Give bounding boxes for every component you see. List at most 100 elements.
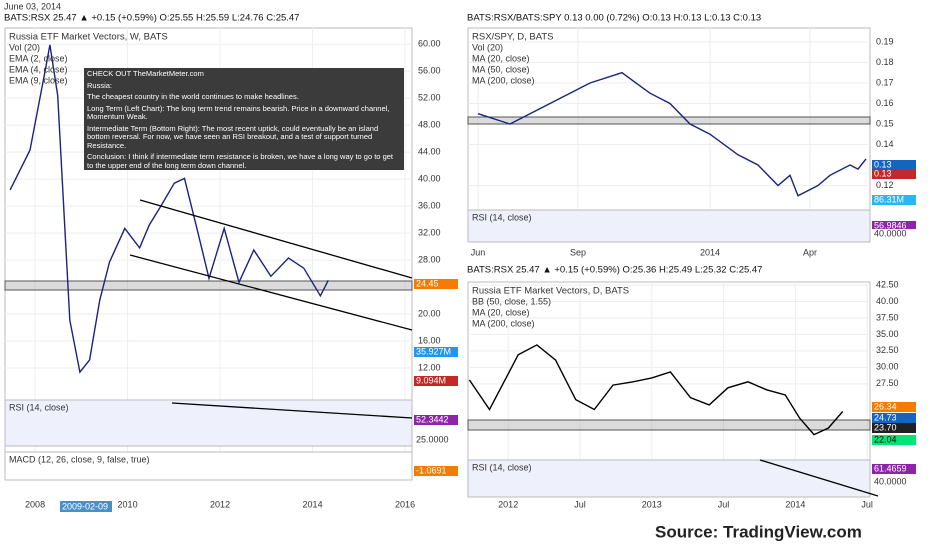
- trend-line: [171, 402, 413, 419]
- x-tick-label: Apr: [803, 247, 817, 257]
- support-band: [467, 419, 871, 431]
- x-tick-label: 2014: [700, 247, 720, 257]
- price-badge-label: 86.31M: [874, 194, 904, 204]
- indicator-badge-label: 52.3442: [416, 414, 449, 424]
- panel-header: BATS:RSX/BATS:SPY 0.13 0.00 (0.72%) O:0.…: [467, 13, 761, 24]
- subpanel: [4, 451, 413, 481]
- legend-entry: MA (200, close): [472, 318, 535, 328]
- support-band: [467, 116, 871, 125]
- legend-entry: MA (20, close): [472, 53, 530, 63]
- y-tick-label: 37.50: [876, 312, 899, 322]
- price-badge-label: 22.04: [874, 434, 897, 444]
- date: June 03, 2014: [4, 1, 61, 11]
- annotation-box: CHECK OUT TheMarketMeter.com Russia: The c…: [84, 68, 404, 170]
- indicator-badge: [414, 435, 458, 445]
- x-tick-label: 2008: [25, 499, 45, 509]
- indicator-badge: [414, 466, 458, 476]
- price-badge: [414, 347, 458, 357]
- panel-frame: [467, 27, 871, 243]
- price-line: [477, 71, 867, 197]
- price-badge: [872, 160, 916, 170]
- subpanel-label: RSI (14, close): [9, 402, 69, 412]
- support-band: [4, 280, 413, 291]
- annotation-line: Conclusion: I think if intermediate term…: [87, 152, 393, 170]
- y-tick-label: 0.16: [876, 98, 894, 108]
- y-tick-label: 48.00: [418, 120, 441, 130]
- y-tick-label: 52.00: [418, 93, 441, 103]
- price-badge-label: 23.70: [874, 422, 897, 432]
- x-tick-label: Jul: [861, 499, 873, 509]
- y-tick-label: 0.17: [876, 77, 894, 87]
- subpanel-label: MACD (12, 26, close, 9, false, true): [9, 454, 150, 464]
- indicator-badge-label: 61.4659: [874, 463, 907, 473]
- y-tick-label: 0.14: [876, 139, 894, 149]
- y-tick-label: 12.00: [418, 362, 441, 372]
- indicator-badge-label: -1.0691: [416, 465, 447, 475]
- y-tick-label: 36.00: [418, 200, 441, 210]
- indicator-badge-label: 56.9846: [874, 220, 907, 230]
- x-tick-label: Sep: [570, 247, 586, 257]
- legend-entry: EMA (4, close): [9, 64, 68, 74]
- price-badge: [872, 169, 916, 179]
- source: Source: TradingView.com: [655, 522, 862, 541]
- y-tick-label: 32.50: [876, 345, 899, 355]
- y-tick-label: 60.00: [418, 39, 441, 49]
- price-badge: [414, 376, 458, 386]
- y-tick-label: 30.00: [876, 362, 899, 372]
- y-tick-label: 0.19: [876, 36, 894, 46]
- x-tick-label: Jul: [574, 499, 586, 509]
- y-tick-label: 20.00: [418, 308, 441, 318]
- legend-entry: MA (200, close): [472, 75, 535, 85]
- y-tick-label: 0.18: [876, 57, 894, 67]
- y-tick-label: 27.50: [876, 378, 899, 388]
- subpanel-label: RSI (14, close): [472, 212, 532, 222]
- legend-title: Russia ETF Market Vectors, W, BATS: [9, 32, 168, 43]
- y-tick-label: 44.00: [418, 147, 441, 157]
- legend-entry: EMA (2, close): [9, 53, 68, 63]
- price-badge: [872, 423, 916, 433]
- y-tick-label: 40.00: [876, 296, 899, 306]
- y-tick-label: 0.12: [876, 180, 894, 190]
- indicator-badge: [414, 415, 458, 425]
- annotation-line: The cheapest country in the world contin…: [87, 92, 299, 101]
- y-tick-label: 32.00: [418, 227, 441, 237]
- price-badge-label: 0.13: [874, 159, 892, 169]
- indicator-badge: [872, 221, 916, 231]
- subpanel: [4, 399, 413, 447]
- price-badge-label: 24.73: [874, 412, 897, 422]
- y-tick-label: 0.15: [876, 118, 894, 128]
- x-tick-label: Jun: [471, 247, 486, 257]
- price-line: [9, 44, 329, 374]
- price-badge: [414, 279, 458, 289]
- price-badge: [872, 195, 916, 205]
- price-line: [468, 344, 844, 436]
- y-tick-label: 42.50: [876, 279, 899, 289]
- indicator-badge: [872, 464, 916, 474]
- indicator-badge-label: 40.0000: [874, 228, 907, 238]
- annotation-line: CHECK OUT TheMarketMeter.com: [87, 69, 204, 78]
- legend-entry: EMA (9, close): [9, 75, 68, 85]
- indicator-badge: [872, 477, 916, 487]
- x-tick-label: 2014: [785, 499, 805, 509]
- indicator-badge-label: 25.0000: [416, 434, 449, 444]
- indicator-badge: [872, 229, 916, 239]
- price-badge-label: 0.13: [874, 168, 892, 178]
- legend-entry: MA (50, close): [472, 64, 530, 74]
- legend-title: RSX/SPY, D, BATS: [472, 32, 553, 43]
- x-tick-label: 2012: [210, 499, 230, 509]
- price-badge-label: 24.45: [416, 278, 439, 288]
- price-badge: [872, 435, 916, 445]
- date-tag: [60, 501, 112, 512]
- y-tick-label: 35.00: [876, 329, 899, 339]
- subpanel: [467, 209, 871, 243]
- price-badge-label: 26.34: [874, 401, 897, 411]
- legend-entry: Vol (20): [9, 42, 40, 52]
- trend-line: [759, 459, 879, 497]
- x-tick-label: 2012: [498, 499, 518, 509]
- annotation-line: Intermediate Term (Bottom Right): The mo…: [87, 123, 379, 150]
- trend-line: [129, 254, 413, 331]
- x-tick-label: 2014: [303, 499, 323, 509]
- annotation-line: Long Term (Left Chart): The long term tr…: [87, 103, 390, 121]
- x-tick-label: Jul: [718, 499, 730, 509]
